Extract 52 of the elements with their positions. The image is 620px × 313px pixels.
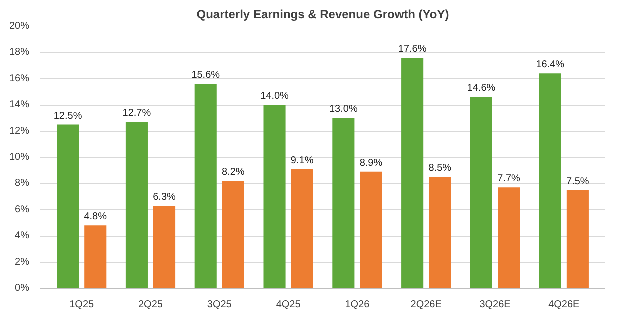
data-label: 12.5% xyxy=(54,110,82,122)
data-label: 6.3% xyxy=(153,192,176,203)
x-tick-label: 4Q25 xyxy=(276,300,302,310)
bar xyxy=(429,177,452,288)
bar xyxy=(194,84,217,288)
x-tick-label: 2Q26E xyxy=(410,300,442,310)
bar xyxy=(154,206,176,288)
y-tick-label: 20% xyxy=(9,21,30,32)
bar xyxy=(332,118,355,288)
x-tick-label: 2Q25 xyxy=(138,300,164,310)
y-tick-label: 14% xyxy=(9,100,30,111)
bar xyxy=(222,181,244,288)
bar xyxy=(360,172,382,288)
y-tick-label: 2% xyxy=(15,256,30,268)
x-tick-label: 1Q26 xyxy=(345,300,370,310)
bar xyxy=(402,58,424,288)
data-label: 17.6% xyxy=(398,44,427,55)
x-tick-label: 1Q25 xyxy=(70,300,95,310)
x-tick-label: 3Q26E xyxy=(480,300,512,310)
data-label: 15.6% xyxy=(192,70,220,82)
bar xyxy=(264,105,286,288)
data-label: 9.1% xyxy=(290,155,314,166)
bar xyxy=(291,169,314,288)
bar xyxy=(126,122,148,288)
y-tick-label: 4% xyxy=(15,230,30,242)
data-label: 12.7% xyxy=(122,108,152,120)
bar xyxy=(498,188,520,288)
bar xyxy=(57,124,80,288)
data-label: 8.2% xyxy=(222,167,245,178)
y-tick-label: 0% xyxy=(15,283,30,294)
bar xyxy=(566,190,589,288)
y-tick-label: 10% xyxy=(9,152,30,163)
bar xyxy=(539,74,562,288)
data-label: 13.0% xyxy=(329,104,358,116)
y-tick-label: 12% xyxy=(9,126,30,137)
data-label: 4.8% xyxy=(84,212,108,223)
y-tick-label: 18% xyxy=(9,47,30,58)
x-tick-label: 3Q25 xyxy=(207,300,232,310)
data-label: 16.4% xyxy=(536,60,565,71)
data-label: 8.9% xyxy=(360,158,383,169)
y-tick-label: 16% xyxy=(9,73,30,84)
chart-title: Quarterly Earnings & Revenue Growth (YoY) xyxy=(196,8,450,22)
y-tick-label: 8% xyxy=(15,178,30,190)
data-label: 7.5% xyxy=(566,176,590,188)
bar xyxy=(84,226,107,288)
data-label: 8.5% xyxy=(428,163,452,174)
data-label: 7.7% xyxy=(498,174,521,185)
x-tick-label: 4Q26E xyxy=(548,300,580,310)
data-label: 14.0% xyxy=(260,91,290,102)
bar xyxy=(470,97,492,288)
data-label: 14.6% xyxy=(467,83,496,94)
y-tick-label: 6% xyxy=(15,204,30,216)
